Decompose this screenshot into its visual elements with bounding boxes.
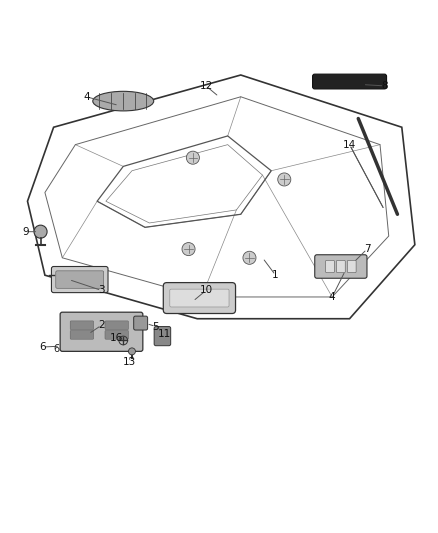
Circle shape	[128, 348, 135, 355]
Text: 16: 16	[110, 333, 124, 343]
Text: 1: 1	[272, 270, 279, 280]
FancyBboxPatch shape	[70, 330, 94, 339]
FancyBboxPatch shape	[105, 330, 128, 339]
Circle shape	[182, 243, 195, 256]
Circle shape	[34, 225, 47, 238]
FancyBboxPatch shape	[51, 266, 108, 293]
FancyBboxPatch shape	[154, 327, 171, 346]
Text: 6: 6	[53, 344, 60, 354]
Text: 11: 11	[158, 329, 171, 339]
Text: 2: 2	[98, 320, 105, 330]
Text: 9: 9	[22, 227, 28, 237]
Circle shape	[186, 151, 199, 164]
FancyBboxPatch shape	[336, 261, 345, 272]
FancyBboxPatch shape	[313, 74, 387, 89]
Text: 12: 12	[199, 81, 212, 91]
Text: 4: 4	[83, 92, 89, 102]
Text: 8: 8	[381, 81, 388, 91]
FancyBboxPatch shape	[56, 271, 104, 288]
FancyBboxPatch shape	[105, 321, 128, 329]
Text: 5: 5	[152, 321, 159, 332]
FancyBboxPatch shape	[60, 312, 143, 351]
Text: 4: 4	[329, 292, 336, 302]
Text: 10: 10	[199, 286, 212, 295]
FancyBboxPatch shape	[163, 282, 236, 313]
Text: 7: 7	[364, 244, 370, 254]
Circle shape	[278, 173, 291, 186]
Text: 14: 14	[343, 140, 356, 150]
FancyBboxPatch shape	[170, 289, 229, 307]
FancyBboxPatch shape	[315, 255, 367, 278]
Text: 13: 13	[123, 357, 136, 367]
FancyBboxPatch shape	[134, 316, 148, 330]
FancyBboxPatch shape	[347, 261, 356, 272]
Text: 6: 6	[39, 342, 46, 352]
FancyBboxPatch shape	[70, 321, 94, 329]
Text: 3: 3	[98, 286, 105, 295]
Circle shape	[243, 251, 256, 264]
Ellipse shape	[93, 91, 154, 111]
FancyBboxPatch shape	[325, 261, 334, 272]
